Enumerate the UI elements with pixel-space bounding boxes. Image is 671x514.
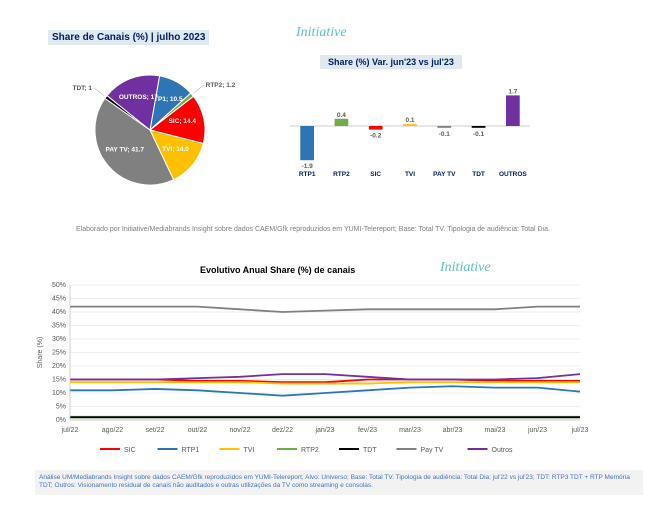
x-tick-label: abr/23 [443,427,463,434]
x-tick-label: fev/23 [358,427,377,434]
y-tick-label: 25% [52,350,66,357]
variance-value: -0.1 [439,131,451,138]
y-axis-title: Share (%) [37,337,44,369]
variance-category: TDT [472,171,485,178]
y-tick-label: 35% [52,323,66,330]
variance-category: TVI [405,171,415,178]
legend-label: SIC [124,447,136,454]
pie-chart-title: Share de Canais (%) | julho 2023 [48,30,209,45]
variance-category: RTP1 [299,171,316,178]
series-line [70,386,580,395]
pie-slice-callout: RTP2; 1.2 [206,82,236,89]
variance-bar [472,126,486,128]
variance-category: OUTROS [499,171,527,178]
pie-chart: RTP1; 10.5RTP2; 1.2SIC; 14.4TVI; 14.0PAY… [30,50,260,210]
variance-bar [437,126,451,128]
pie-slice-label: TVI; 14.0 [162,146,189,153]
variance-bar [300,126,314,160]
line-chart: 0% 5% 10% 15% 20% 25% 30% 35% 40% 45% 50% Share (%)… [30,280,590,460]
y-tick-label: 15% [52,377,66,384]
y-tick-label: 0% [56,417,66,424]
x-tick-label: jan/23 [314,427,334,434]
legend-label: TDT [363,447,377,454]
y-tick-label: 10% [52,390,66,397]
variance-category: RTP2 [333,171,350,178]
variance-bar [335,119,349,126]
x-tick-label: ago/22 [102,427,124,434]
footnote-bottom: Análise UM/Mediabrands Insight sobre dad… [35,470,643,495]
y-tick-label: 40% [52,309,66,316]
variance-value: -0.2 [370,133,382,140]
y-tick-label: 30% [52,336,66,343]
x-tick-label: dez/22 [272,427,293,434]
x-tick-label: out/22 [188,427,208,434]
y-tick-label: 20% [52,363,66,370]
variance-bar [403,124,417,126]
x-tick-label: jun/23 [527,427,547,434]
y-tick-label: 5% [56,404,66,411]
x-tick-label: nov/22 [229,427,250,434]
initiative-logo-top: Initiative [296,25,347,41]
x-tick-label: jul/22 [61,427,79,434]
variance-bar [506,95,520,126]
x-tick-label: set/22 [145,427,164,434]
series-line [70,307,580,312]
legend-label: Outros [492,447,514,454]
pie-slice-callout: TDT; 1 [73,85,93,92]
pie-slice-label: OUTROS; 17 [119,94,158,101]
variance-value: 0.1 [405,117,414,124]
variance-value: -0.1 [473,131,485,138]
legend-label: Pay TV [421,447,444,454]
variance-category: PAY TV [433,171,456,178]
variance-value: -1.9 [302,163,314,170]
variance-value: 1.7 [508,88,517,95]
pie-slice-label: SIC; 14.4 [169,118,197,125]
legend-label: TVI [244,447,255,454]
variance-value: 0.4 [337,112,346,119]
variance-category: SIC [370,171,381,178]
x-tick-label: jul/23 [571,427,589,434]
line-chart-title: Evolutivo Anual Share (%) de canais [200,265,355,275]
variance-bar [369,126,383,130]
x-tick-label: mai/23 [484,427,505,434]
bar-chart-title: Share (%) Var. jun'23 vs jul'23 [320,55,462,69]
legend-label: RTP2 [301,447,319,454]
pie-slice-label: PAY TV; 41.7 [105,146,144,153]
series-line [70,374,580,379]
y-tick-label: 45% [52,296,66,303]
y-tick-label: 50% [52,282,66,289]
legend-label: RTP1 [182,447,200,454]
x-tick-label: mar/23 [399,427,421,434]
footnote-top: Elaborado por Initiative/Mediabrands Ins… [76,225,576,234]
bar-chart: -1.9RTP1 0.4 RTP2 -0.2 SIC 0.1 TVI -0.1 PAY TV -0… [280,72,540,182]
initiative-logo-bottom: Initiative [440,260,491,276]
